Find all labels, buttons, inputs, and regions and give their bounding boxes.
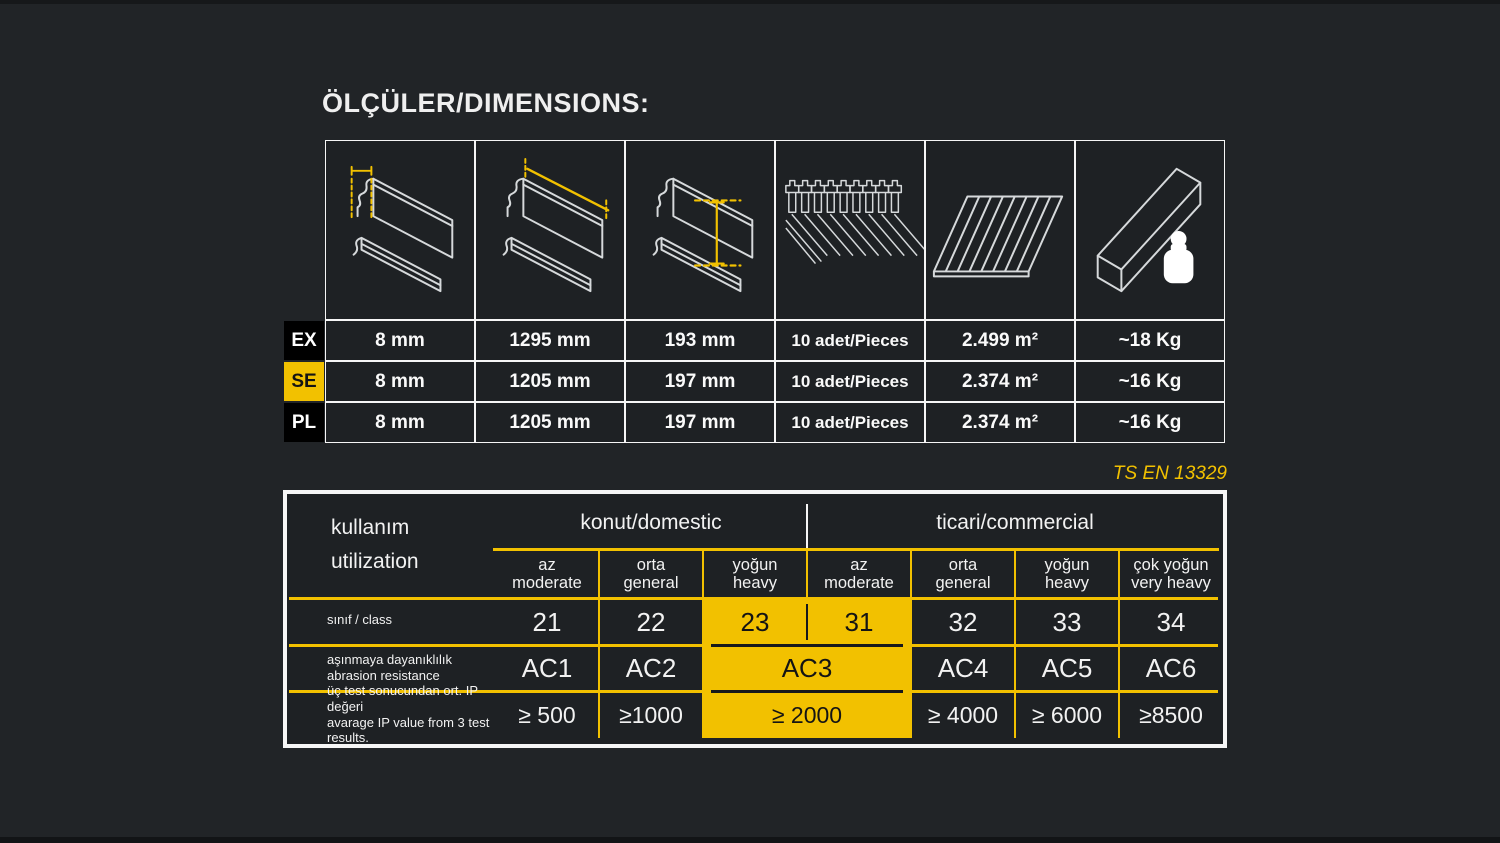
col-line-2 xyxy=(702,548,704,738)
se-width: 197 mm xyxy=(625,361,775,402)
ex-pieces: 10 adet/Pieces xyxy=(775,320,925,361)
area-panel-icon xyxy=(925,140,1075,320)
utilization-label-en: utilization xyxy=(331,550,419,573)
usage-level-1: orta general xyxy=(599,551,703,597)
ip-6000: ≥ 6000 xyxy=(1031,702,1103,728)
usage-level-2-en: heavy xyxy=(732,574,778,592)
group-underline xyxy=(493,548,1219,551)
ip-500: ≥ 500 xyxy=(518,702,576,728)
class-underline-dark-segment xyxy=(711,644,903,647)
se-area: 2.374 m² xyxy=(925,361,1075,402)
abrasion-label-en: abrasion resistance xyxy=(327,667,440,683)
class-23-31-divider xyxy=(806,604,808,640)
abrasion-ac2: AC2 xyxy=(625,653,677,683)
se-length: 1205 mm xyxy=(475,361,625,402)
utilization-label: kullanım utilization xyxy=(287,494,495,596)
abrasion-ac5: AC5 xyxy=(1041,653,1093,683)
dimensions-table: EX 8 mm 1295 mm 193 mm 10 adet/Pieces 2.… xyxy=(283,140,1225,443)
ip-row-label: üç test sonucundan ort. IP değeri avarag… xyxy=(287,683,493,745)
abrasion-label-tr: aşınmaya dayanıklılık xyxy=(327,651,453,667)
row-label-pl: PL xyxy=(283,402,325,443)
se-pieces: 10 adet/Pieces xyxy=(775,361,925,402)
usage-level-5-en: heavy xyxy=(1044,574,1090,592)
abrasion-ac3: AC3 xyxy=(781,653,833,683)
class-31: 31 xyxy=(844,606,874,637)
pl-area: 2.374 m² xyxy=(925,402,1075,443)
length-icon xyxy=(475,140,625,320)
group-divider xyxy=(806,504,808,548)
usage-level-3-tr: az xyxy=(850,555,868,574)
width-icon xyxy=(625,140,775,320)
usage-level-0-en: moderate xyxy=(512,574,582,592)
class-row-label: sınıf / class xyxy=(327,612,393,628)
page-title: ÖLÇÜLER/DIMENSIONS: xyxy=(322,88,650,118)
classification-table: kullanım utilization konut/domestic tica… xyxy=(283,490,1227,748)
usage-level-2: yoğun heavy xyxy=(703,551,807,597)
col-line-3 xyxy=(806,548,808,597)
ip-label-en: avarage IP value from 3 test results. xyxy=(327,714,490,746)
usage-level-4-tr: orta xyxy=(948,555,978,574)
usage-level-5-tr: yoğun xyxy=(1044,555,1090,574)
pl-width: 197 mm xyxy=(625,402,775,443)
usage-level-4-en: general xyxy=(935,574,991,592)
ex-weight: ~18 Kg xyxy=(1075,320,1225,361)
standard-note: TS EN 13329 xyxy=(1112,463,1227,484)
group-domestic: konut/domestic xyxy=(580,511,722,534)
ex-width: 193 mm xyxy=(625,320,775,361)
class-21: 21 xyxy=(532,606,562,637)
ex-length: 1295 mm xyxy=(475,320,625,361)
col-line-5 xyxy=(1014,548,1016,738)
ip-label-tr: üç test sonucundan ort. IP değeri xyxy=(327,683,478,714)
dimensions-table-corner xyxy=(283,140,325,320)
col-line-4 xyxy=(910,548,912,738)
usage-level-4: orta general xyxy=(911,551,1015,597)
ip-4000: ≥ 4000 xyxy=(927,702,999,728)
usage-level-6-tr: çok yoğun xyxy=(1133,555,1209,574)
usage-level-0-tr: az xyxy=(538,555,556,574)
se-thickness: 8 mm xyxy=(325,361,475,402)
ip-1000: ≥1000 xyxy=(619,702,683,728)
usage-level-6-en: very heavy xyxy=(1131,574,1211,592)
se-weight: ~16 Kg xyxy=(1075,361,1225,402)
thickness-icon xyxy=(325,140,475,320)
abrasion-ac4: AC4 xyxy=(937,653,989,683)
abrasion-underline-dark-segment xyxy=(711,690,903,693)
col-line-6 xyxy=(1118,548,1120,738)
pl-pieces: 10 adet/Pieces xyxy=(775,402,925,443)
ip-2000: ≥ 2000 xyxy=(771,702,843,728)
usage-level-1-tr: orta xyxy=(636,555,666,574)
usage-level-3: az moderate xyxy=(807,551,911,597)
usage-level-2-tr: yoğun xyxy=(732,555,778,574)
utilization-label-tr: kullanım xyxy=(331,516,410,539)
ip-8500: ≥8500 xyxy=(1139,702,1203,728)
ex-area: 2.499 m² xyxy=(925,320,1075,361)
top-edge-strip xyxy=(0,0,1500,4)
pl-length: 1205 mm xyxy=(475,402,625,443)
usage-level-6: çok yoğun very heavy xyxy=(1119,551,1223,597)
bottom-edge-strip xyxy=(0,837,1500,843)
class-22: 22 xyxy=(636,606,666,637)
pieces-stack-icon xyxy=(775,140,925,320)
usage-level-1-en: general xyxy=(623,574,679,592)
row-label-ex: EX xyxy=(283,320,325,361)
pl-thickness: 8 mm xyxy=(325,402,475,443)
class-33: 33 xyxy=(1052,606,1082,637)
abrasion-ac6: AC6 xyxy=(1145,653,1197,683)
usage-level-5: yoğun heavy xyxy=(1015,551,1119,597)
weight-icon xyxy=(1075,140,1225,320)
class-34: 34 xyxy=(1156,606,1186,637)
row-label-se: SE xyxy=(283,361,325,402)
class-23: 23 xyxy=(740,606,770,637)
abrasion-row-label: aşınmaya dayanıklılık abrasion resistanc… xyxy=(287,645,493,690)
group-commercial: ticari/commercial xyxy=(936,511,1094,534)
usage-level-3-en: moderate xyxy=(824,574,894,592)
pl-weight: ~16 Kg xyxy=(1075,402,1225,443)
col-line-1 xyxy=(598,548,600,738)
subheader-underline xyxy=(289,597,1218,600)
abrasion-ac1: AC1 xyxy=(521,653,573,683)
class-32: 32 xyxy=(948,606,978,637)
usage-level-0: az moderate xyxy=(495,551,599,597)
ex-thickness: 8 mm xyxy=(325,320,475,361)
